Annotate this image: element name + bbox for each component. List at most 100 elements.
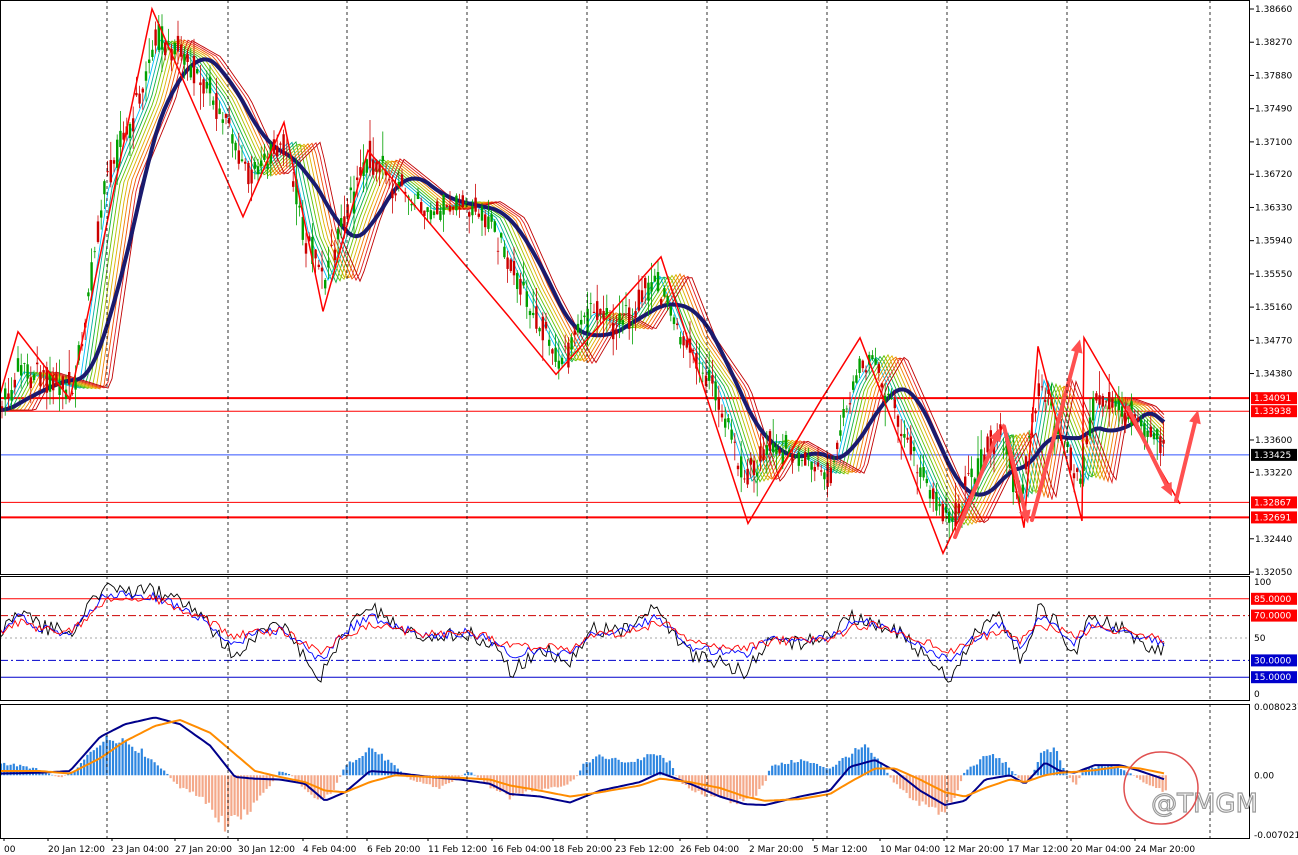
macd-histogram-bar: [150, 759, 153, 776]
macd-histogram-bar: [873, 756, 876, 776]
macd-histogram-bar: [758, 775, 761, 790]
candle-body: [608, 319, 612, 321]
macd-histogram-bar: [1091, 767, 1094, 776]
macd-histogram-bar: [374, 751, 377, 776]
macd-histogram-bar: [521, 775, 524, 794]
candle-body: [480, 206, 484, 221]
macd-histogram-bar: [1007, 767, 1011, 776]
forecast-arrow: [953, 428, 1001, 540]
candle-body: [282, 134, 285, 156]
time-tick-label: 10 Mar 04:00: [880, 845, 940, 855]
candle-body: [980, 449, 983, 476]
candle-body: [666, 295, 669, 305]
macd-histogram-bar: [563, 775, 566, 786]
macd-histogram-bar: [614, 757, 617, 776]
macd-histogram-bar: [895, 775, 899, 785]
macd-histogram-bar: [931, 775, 934, 807]
macd-histogram-bar: [99, 745, 102, 776]
candle-body: [48, 371, 52, 392]
candle-body: [90, 262, 93, 291]
candle-body: [1044, 400, 1047, 402]
forecast-arrow: [1174, 410, 1201, 503]
candle-body: [340, 218, 343, 227]
macd-histogram-bar: [252, 775, 255, 803]
macd-histogram-bar: [73, 770, 76, 776]
macd-histogram-bar: [351, 762, 355, 776]
candle-body: [858, 358, 861, 373]
candle-body: [839, 430, 842, 436]
candle-body: [135, 92, 138, 96]
price-tick-label: 1.35940: [1255, 237, 1292, 247]
macd-histogram-bar: [1046, 749, 1049, 776]
osc-scale-label: 100: [1254, 578, 1271, 588]
zigzag-line: [0, 6, 1181, 556]
level-badge-label: 1.33425: [1254, 451, 1291, 461]
osc-level-badge: [1251, 654, 1297, 667]
forecast-arrow: [1002, 424, 1031, 524]
candle-body: [743, 478, 746, 480]
candle-body: [455, 195, 458, 211]
macd-histogram-bar: [803, 760, 806, 776]
macd-histogram-bar: [355, 759, 358, 776]
macd-histogram-bar: [937, 775, 940, 815]
price-tick-label: 1.38270: [1255, 38, 1292, 48]
macd-histogram-bar: [966, 769, 969, 776]
macd-histogram-bar: [1139, 775, 1142, 780]
macd-histogram-bar: [1081, 772, 1084, 776]
macd-histogram-bar: [479, 775, 483, 780]
candle-body: [1143, 423, 1146, 440]
candle-body: [71, 393, 74, 395]
candle-body: [128, 123, 132, 138]
candle-body: [935, 491, 938, 511]
candle-body: [640, 290, 644, 303]
candle-body: [512, 261, 516, 276]
macd-histogram-bar: [230, 775, 233, 816]
candle-body: [1146, 430, 1149, 437]
candle-body: [1066, 441, 1069, 448]
candle-body: [362, 162, 365, 176]
macd-panel: [0, 716, 1167, 832]
macd-histogram-bar: [284, 772, 287, 776]
candle-body: [237, 150, 240, 164]
macd-histogram-bar: [329, 775, 332, 794]
candle-body: [1124, 412, 1127, 426]
macd-histogram-bar: [83, 759, 86, 776]
macd-histogram-bar: [646, 754, 649, 776]
macd-histogram-bar: [844, 756, 847, 776]
candle-body: [256, 166, 260, 175]
candle-body: [637, 289, 640, 311]
candle-body: [970, 468, 973, 478]
time-tick-label: 20 Jan 12:00: [48, 845, 105, 855]
candle-body: [772, 443, 775, 453]
candle-body: [845, 408, 848, 410]
candle-body: [442, 194, 445, 215]
candle-body: [948, 511, 951, 523]
candle-body: [768, 431, 772, 452]
candle-body: [1092, 397, 1095, 421]
candle-body: [848, 403, 852, 405]
macd-histogram-bar: [214, 775, 217, 818]
candle-body: [96, 221, 100, 242]
candle-body: [202, 79, 205, 94]
candle-body: [800, 460, 804, 461]
level-badge: [1251, 392, 1297, 405]
candle-body: [704, 375, 708, 386]
candle-body: [525, 291, 528, 307]
candle-body: [916, 472, 919, 474]
candle-body: [426, 207, 429, 213]
macd-histogram-bar: [851, 753, 854, 776]
candle-body: [410, 204, 413, 206]
macd-histogram-bar: [121, 738, 124, 776]
candle-body: [1108, 392, 1111, 410]
candle-body: [45, 367, 48, 393]
macd-histogram-bar: [265, 775, 268, 789]
macd-histogram-bar: [1065, 773, 1068, 776]
macd-histogram-bar: [419, 775, 422, 782]
macd-scale-label: 0.0080237: [1254, 703, 1298, 713]
macd-histogram-bar: [991, 754, 995, 776]
candle-body: [52, 378, 55, 391]
candle-body: [1117, 396, 1120, 411]
candle-body: [816, 462, 820, 467]
candle-body: [1127, 417, 1130, 420]
candle-body: [317, 264, 320, 268]
